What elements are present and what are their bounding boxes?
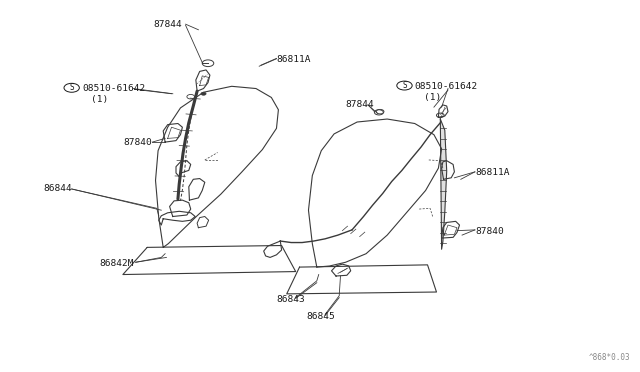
Text: 08510-61642: 08510-61642 xyxy=(415,82,478,91)
Text: 86843: 86843 xyxy=(276,295,305,304)
Text: 08510-61642: 08510-61642 xyxy=(82,84,145,93)
Text: 87840: 87840 xyxy=(475,227,504,236)
Text: 86844: 86844 xyxy=(44,185,72,193)
Text: S: S xyxy=(69,83,74,92)
Text: ^868*0.03: ^868*0.03 xyxy=(589,353,630,362)
Text: 86811A: 86811A xyxy=(475,169,509,177)
Circle shape xyxy=(201,92,206,95)
Polygon shape xyxy=(440,119,447,249)
Text: S: S xyxy=(402,81,407,90)
Text: (1): (1) xyxy=(91,95,108,104)
Text: 86811A: 86811A xyxy=(276,55,311,64)
Text: 86842M: 86842M xyxy=(99,259,134,268)
Text: (1): (1) xyxy=(424,93,441,102)
Text: 86845: 86845 xyxy=(306,312,335,321)
Text: 87844: 87844 xyxy=(154,20,182,29)
Text: 87844: 87844 xyxy=(346,100,374,109)
Text: 87840: 87840 xyxy=(124,138,152,147)
